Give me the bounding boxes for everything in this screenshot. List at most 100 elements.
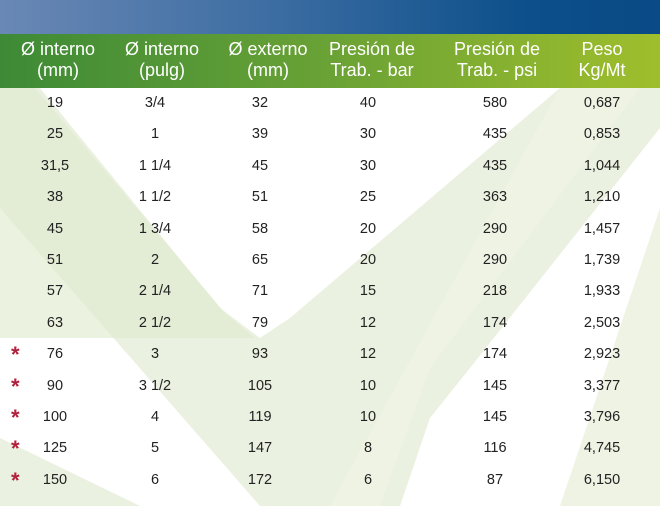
table-cell: 12	[359, 346, 377, 363]
table-cell: 0,687	[583, 95, 621, 111]
table-cell: 25	[359, 189, 377, 206]
table-cell: 147	[247, 440, 273, 457]
table-cell: 363	[482, 189, 508, 206]
table-cell: 15	[359, 283, 377, 300]
table-row: * 76 3 93 12 174 2,923	[0, 339, 660, 370]
table-cell: 58	[251, 220, 269, 237]
table-row: 19 3/4 32 40 580 0,687	[0, 88, 660, 119]
table-cell: 45	[46, 220, 64, 237]
table-row: 38 1 1/2 51 25 363 1,210	[0, 182, 660, 213]
table-row: 51 2 65 20 290 1,739	[0, 245, 660, 276]
table-cell: 40	[359, 95, 377, 111]
table-cell: 100	[42, 409, 68, 425]
table-cell: 19	[46, 95, 64, 111]
header-line2: Kg/Mt	[578, 60, 626, 80]
table-cell: 174	[482, 314, 508, 331]
table-cell: 3 1/2	[138, 377, 172, 394]
table-cell: 45	[251, 157, 269, 174]
table-cell: 4,745	[583, 440, 621, 457]
header-line2: (mm)	[247, 60, 289, 80]
table-row: * 100 4 119 10 145 3,796	[0, 402, 660, 433]
table-cell: 30	[359, 126, 377, 143]
table-cell: 119	[248, 409, 272, 425]
table-cell: 90	[46, 377, 64, 394]
table-cell: 290	[482, 220, 508, 237]
table-cell: 2,503	[583, 314, 621, 331]
column-header: Ø interno (pulg)	[125, 39, 199, 81]
table-cell: 51	[46, 252, 64, 268]
table-cell: 38	[46, 189, 64, 206]
table-cell: 0,853	[583, 126, 621, 143]
table-cell: 8	[363, 440, 373, 457]
header-line1: Peso	[581, 39, 623, 59]
table-cell: 435	[482, 157, 508, 174]
table-cell: 1 3/4	[138, 220, 172, 237]
column-header: Ø interno (mm)	[21, 39, 95, 81]
table-cell: 116	[483, 440, 507, 457]
table-cell: 71	[251, 283, 269, 300]
table-cell: 1,457	[583, 220, 621, 237]
asterisk-mark: *	[11, 405, 20, 430]
table-cell: 150	[42, 471, 68, 488]
asterisk-mark: *	[11, 467, 20, 493]
table-cell: 125	[42, 440, 68, 457]
table-cell: 20	[359, 252, 377, 268]
table-cell: 3	[150, 346, 160, 363]
header-line2: Trab. - bar	[330, 60, 414, 80]
table-row: 45 1 3/4 58 20 290 1,457	[0, 214, 660, 245]
table-row: * 90 3 1/2 105 10 145 3,377	[0, 371, 660, 402]
column-header: Ø externo (mm)	[228, 39, 307, 81]
table-cell: 2 1/2	[138, 314, 172, 331]
table-cell: 6	[150, 471, 160, 488]
asterisk-mark: *	[11, 436, 20, 462]
header-line2: (pulg)	[138, 60, 186, 80]
table-cell: 4	[150, 409, 160, 425]
header-line2: Trab. - psi	[456, 60, 538, 80]
column-header: Presión de Trab. - psi	[454, 39, 540, 81]
table-row: * 150 6 172 6 87 6,150	[0, 465, 660, 496]
table-cell: 5	[150, 440, 160, 457]
table-cell: 2,923	[583, 346, 621, 363]
table-cell: 20	[359, 220, 377, 237]
top-banner	[0, 0, 660, 34]
header-line1: Ø externo	[228, 39, 308, 59]
table-cell: 30	[359, 157, 377, 174]
table-cell: 172	[247, 471, 273, 488]
table-cell: 1 1/4	[138, 157, 172, 174]
table-cell: 580	[482, 95, 508, 111]
table-cell: 145	[482, 377, 508, 394]
header-line1: Presión de	[453, 39, 541, 59]
table-cell: 93	[251, 346, 269, 363]
table-row: 57 2 1/4 71 15 218 1,933	[0, 276, 660, 307]
background-decoration	[0, 88, 660, 506]
table-cell: 65	[251, 252, 269, 268]
table-cell: 6	[363, 471, 373, 488]
table-cell: 435	[482, 126, 508, 143]
table-cell: 3/4	[144, 95, 166, 111]
table-row: 31,5 1 1/4 45 30 435 1,044	[0, 151, 660, 182]
table-cell: 1,044	[583, 157, 621, 174]
table-cell: 3,377	[583, 377, 621, 394]
header-line1: Presión de	[328, 39, 416, 59]
header-line1: Ø interno	[124, 39, 200, 59]
table-row: * 125 5 147 8 116 4,745	[0, 433, 660, 464]
table-cell: 87	[486, 471, 504, 488]
asterisk-mark: *	[11, 373, 20, 399]
asterisk-mark: *	[11, 342, 20, 368]
table-cell: 1,933	[583, 283, 621, 300]
table-cell: 1	[150, 126, 160, 143]
table-cell: 1 1/2	[138, 189, 172, 206]
table-cell: 39	[251, 126, 269, 143]
table-cell: 2 1/4	[138, 283, 172, 300]
table-cell: 79	[251, 314, 269, 331]
table-cell: 31,5	[40, 157, 70, 174]
table-cell: 12	[359, 314, 377, 331]
column-header: Presión de Trab. - bar	[329, 39, 415, 81]
table-cell: 1,210	[583, 189, 621, 206]
table-row: 63 2 1/2 79 12 174 2,503	[0, 308, 660, 339]
table-row: 25 1 39 30 435 0,853	[0, 119, 660, 150]
table-cell: 76	[46, 346, 64, 363]
table-cell: 63	[46, 314, 64, 331]
table-cell: 1,739	[583, 252, 621, 268]
table-cell: 32	[251, 95, 269, 111]
